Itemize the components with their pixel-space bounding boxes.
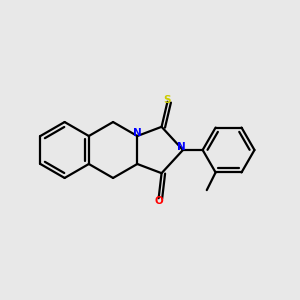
Text: S: S [164,95,171,105]
Text: N: N [177,142,186,152]
Text: N: N [133,128,142,138]
Text: O: O [154,196,163,206]
